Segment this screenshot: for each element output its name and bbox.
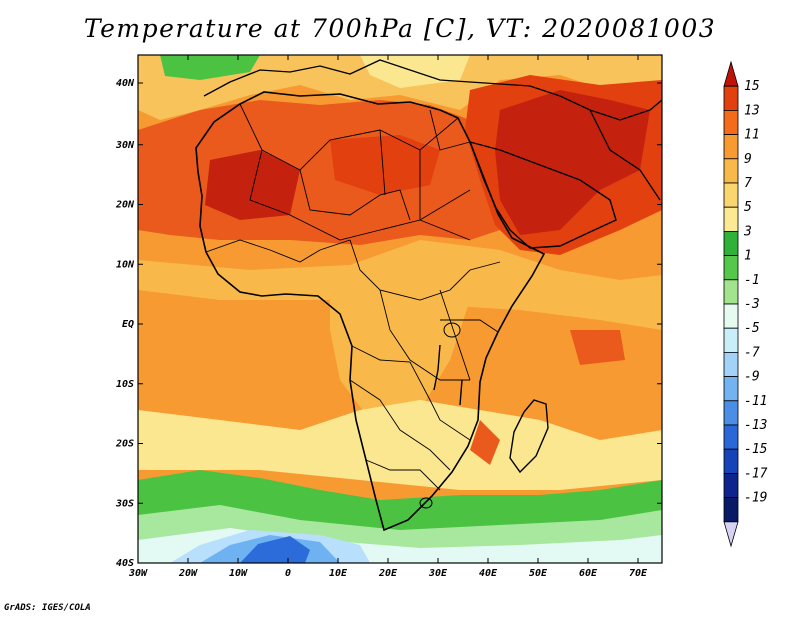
- colorbar-segment: [723, 85, 739, 111]
- colorbar-cap-bottom: [723, 521, 739, 548]
- colorbar-label: -13: [744, 418, 767, 433]
- field-north-green: [160, 55, 260, 80]
- colorbar-segment: [723, 230, 739, 256]
- eurasia-coastline: [203, 59, 662, 121]
- colorbar-segment: [723, 303, 739, 329]
- field-mozambique-warm: [470, 420, 500, 465]
- lat-label: 20N: [115, 200, 135, 211]
- colorbar-label: -3: [744, 297, 760, 312]
- colorbar-label: -17: [744, 466, 768, 481]
- credit-text: GrADS: IGES/COLA: [4, 603, 91, 613]
- madagascar-coastline: [509, 399, 549, 474]
- lon-label: 30E: [428, 568, 448, 579]
- colorbar: 15 13 11 9 7 5 3 1 -1 -3 -5 -7 -9 -11 -13 -15 -17 -19: [723, 60, 768, 548]
- colorbar-label: 15: [744, 79, 760, 94]
- lake-tanganyika: [433, 344, 441, 391]
- lat-label: 30S: [115, 498, 134, 509]
- colorbar-label: 11: [744, 128, 760, 143]
- lat-label: 30N: [115, 140, 135, 151]
- colorbar-segment: [723, 497, 739, 523]
- lon-label: 20W: [178, 568, 198, 579]
- colorbar-segment: [723, 255, 739, 281]
- colorbar-label: 1: [744, 249, 752, 264]
- colorbar-label: 9: [744, 152, 752, 167]
- lon-label: 10W: [229, 568, 248, 579]
- lat-label: 20S: [115, 439, 134, 450]
- temperature-field: [138, 55, 662, 563]
- colorbar-label: -9: [744, 370, 760, 385]
- colorbar-label: -15: [744, 442, 768, 457]
- lon-label: 50E: [529, 568, 548, 579]
- colorbar-label: 7: [744, 176, 752, 191]
- lon-label: 70E: [629, 568, 648, 579]
- lat-label: 40N: [116, 78, 135, 89]
- lake-victoria: [443, 322, 461, 338]
- field-sahara-warm: [138, 100, 500, 245]
- lon-label: 20E: [378, 568, 398, 579]
- colorbar-segment: [723, 206, 739, 232]
- lat-label: 40S: [116, 558, 134, 569]
- lon-label: 40E: [479, 568, 498, 579]
- africa-coastline: [195, 91, 546, 532]
- colorbar-segment: [723, 182, 739, 208]
- colorbar-segment: [723, 448, 739, 474]
- colorbar-label: -7: [744, 345, 760, 360]
- colorbar-label: 3: [743, 224, 752, 239]
- field-south-cool: [138, 400, 662, 490]
- colorbar-label: -5: [744, 321, 760, 336]
- colorbar-label: -11: [744, 394, 767, 409]
- lat-label: 10S: [116, 379, 134, 390]
- lon-label: 30W: [128, 568, 148, 579]
- colorbar-label: -1: [744, 273, 760, 288]
- field-arabia-hot: [495, 90, 650, 235]
- colorbar-cap-top: [723, 60, 739, 87]
- colorbar-segment: [723, 327, 739, 353]
- lon-label: 10E: [329, 568, 348, 579]
- field-sahara-hot-east: [330, 135, 440, 195]
- map-title: Temperature at 700hPa [C], VT: 202008100…: [83, 14, 717, 43]
- field-south-dblue: [240, 536, 310, 563]
- lat-label: 10N: [116, 259, 135, 270]
- colorbar-label: -19: [744, 491, 767, 506]
- colorbar-segment: [723, 400, 739, 426]
- colorbar-segment: [723, 424, 739, 450]
- colorbar-segment: [723, 472, 739, 498]
- colorbar-label: 5: [744, 200, 752, 215]
- colorbar-segment: [723, 110, 739, 136]
- lake-malawi: [459, 379, 463, 406]
- pakistan-india-coast: [589, 109, 661, 201]
- map-frame: [137, 54, 663, 564]
- arabia-coastline: [468, 140, 617, 249]
- colorbar-segment: [723, 376, 739, 402]
- field-sahara-hot-west: [205, 150, 300, 220]
- colorbar-segment: [723, 158, 739, 184]
- lat-label: EQ: [122, 319, 134, 330]
- colorbar-segment: [723, 351, 739, 377]
- lon-label: 0: [285, 568, 291, 579]
- lon-label: 60E: [579, 568, 598, 579]
- field-indian-warm: [570, 330, 625, 365]
- colorbar-segment: [723, 134, 739, 160]
- colorbar-segment: [723, 279, 739, 305]
- lesotho-border: [419, 497, 433, 509]
- country-borders: [205, 103, 501, 491]
- colorbar-label: 13: [744, 103, 760, 118]
